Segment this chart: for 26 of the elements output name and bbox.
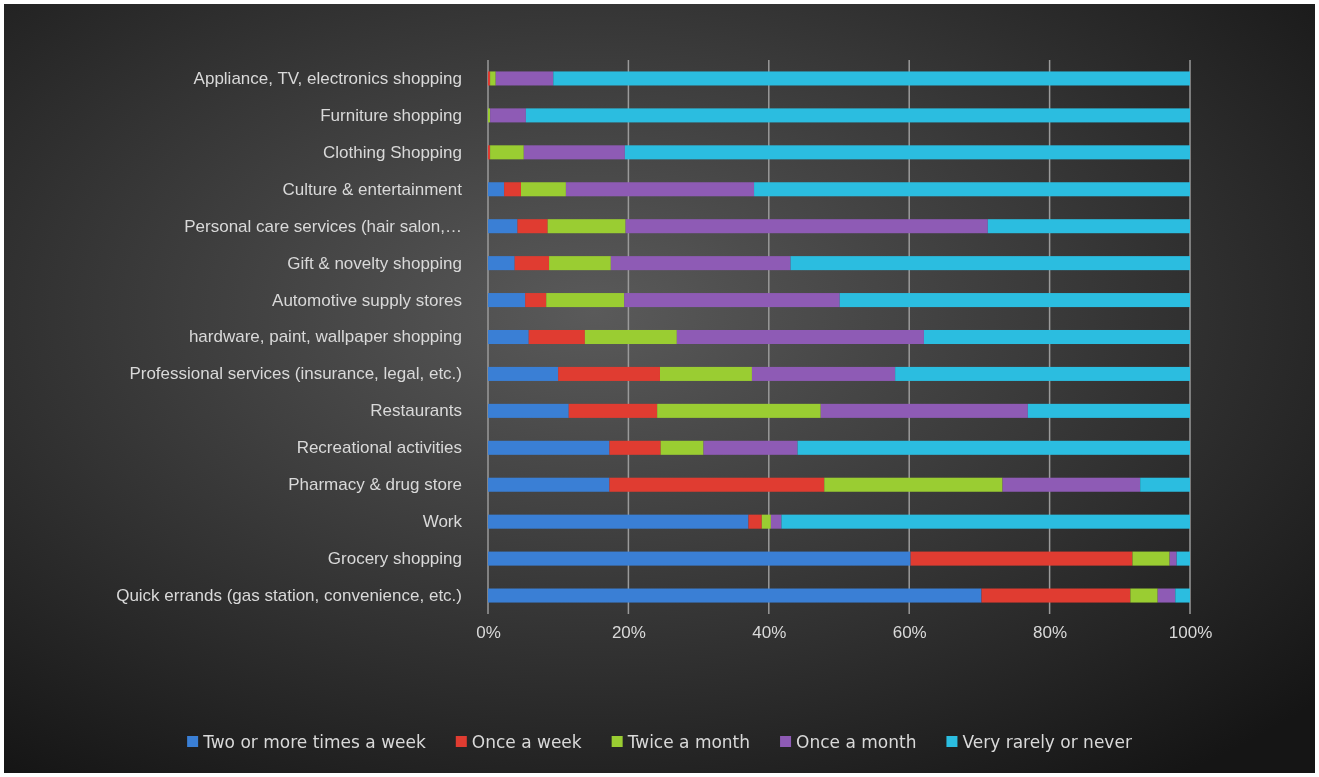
y-tick-label: Restaurants [370,401,462,421]
y-tick-label: Furniture shopping [320,105,462,125]
legend-label: Twice a month [626,731,751,752]
y-tick-label: Recreational activities [296,438,462,458]
x-tick-label: 60% [892,623,927,643]
y-tick-label: Professional services (insurance, legal, etc.) [129,364,462,384]
legend-label: Two or more times a week [202,731,426,752]
y-tick-label: Appliance, TV, electronics shopping [193,68,462,88]
y-tick-label: Clothing Shopping [323,142,462,162]
y-tick-label: Gift & novelty shopping [287,253,462,273]
x-tick-label: 40% [752,623,787,643]
y-tick-label: Quick errands (gas station, convenience, etc.) [116,585,462,605]
y-tick-label: hardware, paint, wallpaper shopping [188,327,462,347]
y-tick-label: Personal care services (hair salon,… [184,216,462,236]
y-tick-label: Automotive supply stores [272,290,462,310]
legend-label: Very rarely or never [962,731,1132,752]
x-tick-label: 0% [476,623,501,643]
x-tick-label: 20% [611,623,646,643]
x-tick-label: 80% [1033,623,1068,643]
y-tick-label: Culture & entertainment [282,179,463,199]
y-tick-label: Pharmacy & drug store [288,475,462,495]
x-tick-label: 100% [1168,623,1213,643]
y-tick-label: Grocery shopping [327,549,462,569]
legend-label: Once a week [471,731,582,752]
y-tick-label: Work [422,512,463,532]
legend-label: Once a month [796,731,917,752]
